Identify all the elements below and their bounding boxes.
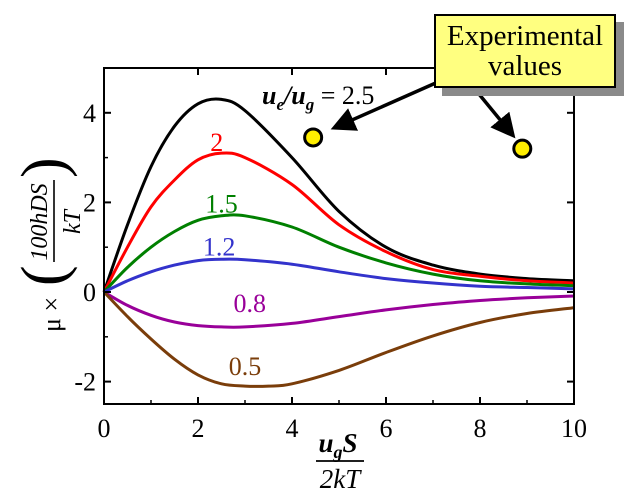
svg-text:ugS: ugS	[318, 428, 357, 462]
series-label-2: 2	[210, 128, 223, 157]
series-label-2.5: ue/ug = 2.5	[262, 81, 374, 114]
series-line-0.5	[102, 290, 575, 388]
experimental-point	[512, 138, 533, 159]
series-line-1.5	[102, 213, 575, 294]
experimental-values-callout: Experimental values	[434, 14, 616, 88]
x-axis-label-s: S	[343, 428, 358, 458]
experimental-points	[303, 127, 533, 159]
x-axis-label-u: u	[318, 428, 333, 458]
x-axis-label-denominator: 2kT	[320, 464, 362, 494]
x-tick-label: 4	[286, 414, 299, 443]
series-label-0.8: 0.8	[233, 289, 266, 318]
callout-line-2: values	[487, 50, 563, 82]
y-axis-label-prefix: μ ×	[37, 297, 66, 332]
plot-frame	[103, 67, 575, 405]
y-tick-label: 0	[83, 278, 96, 307]
y-axis-label-numerator: 100hDS	[27, 183, 53, 260]
series-line-0.8	[103, 290, 575, 329]
y-axis-label-rparen: )	[10, 157, 78, 178]
x-tick-label: 10	[561, 414, 587, 443]
curves-layer	[102, 97, 575, 388]
series-label-u: u	[262, 81, 276, 110]
x-tick-label: 2	[192, 414, 205, 443]
experimental-point	[303, 127, 324, 148]
series-label-1.5: 1.5	[205, 189, 238, 218]
series-line-2	[102, 151, 575, 293]
series-line-1.2	[103, 257, 575, 294]
series-line-2.5	[102, 97, 575, 293]
x-axis-label-sub: g	[333, 442, 343, 462]
series-label-sub-g: g	[305, 95, 315, 114]
x-axis-label: ugS 2kT	[316, 428, 364, 494]
x-tick-label: 6	[380, 414, 393, 443]
callout-arrows	[330, 76, 516, 139]
series-label-1.2: 1.2	[203, 232, 236, 261]
series-labels: 2 1.5 1.2 0.8 0.5	[203, 128, 266, 381]
x-tick-label: 0	[98, 414, 111, 443]
y-tick-label: 4	[83, 99, 96, 128]
callout-arrow-left	[330, 76, 448, 131]
series-label-slash-u: /u	[282, 81, 306, 110]
y-axis-label: μ × ( 100hDS kT )	[10, 157, 86, 332]
x-tick-label: 8	[474, 414, 487, 443]
series-label-sub-e: e	[276, 95, 284, 114]
callout-arrow-right	[472, 86, 516, 139]
y-tick-label: -2	[74, 368, 96, 397]
callout-line-1: Experimental	[446, 20, 604, 52]
y-axis-label-lparen: (	[10, 265, 78, 286]
y-tick-label: 2	[83, 188, 96, 217]
series-label-eq: = 2.5	[314, 81, 374, 110]
series-label-0.5: 0.5	[229, 352, 262, 381]
y-axis-label-denominator: kT	[60, 208, 86, 234]
